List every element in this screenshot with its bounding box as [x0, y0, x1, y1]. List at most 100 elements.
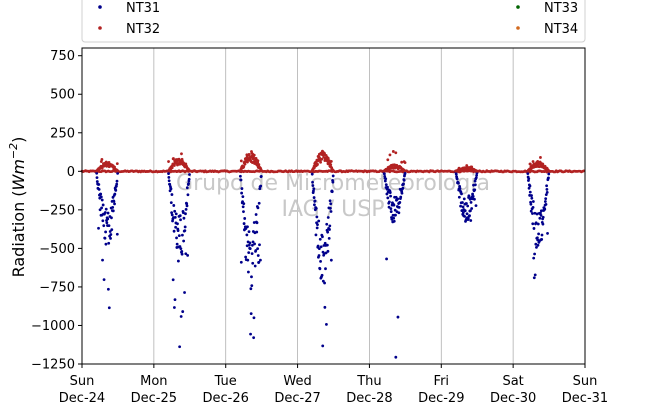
nt31-point: [104, 242, 108, 246]
nt31-point: [539, 211, 542, 215]
nt31-point: [248, 241, 252, 245]
nt31-point: [473, 179, 477, 183]
nt31-point: [257, 260, 261, 264]
nt31-point: [185, 186, 189, 190]
nt31-point: [186, 193, 190, 197]
x-tick-label-date: Dec-30: [490, 391, 536, 406]
nt31-point: [328, 224, 332, 228]
nt32-point: [547, 169, 551, 173]
nt31-point: [253, 242, 256, 246]
nt31-point: [104, 230, 108, 234]
legend-label: NT34: [544, 22, 578, 37]
nt31-point: [320, 273, 324, 277]
nt31-point: [321, 344, 325, 348]
nt31-point: [535, 212, 539, 216]
y-tick-label: −500: [39, 242, 75, 257]
nt32-point: [403, 161, 407, 165]
nt31-point: [469, 219, 473, 222]
nt31-point: [252, 221, 256, 224]
nt31-point: [396, 315, 400, 319]
nt31-point: [392, 203, 396, 207]
nt31-point: [108, 230, 112, 233]
nt31-point: [176, 259, 180, 263]
x-tick-label-day: Sat: [502, 374, 523, 389]
nt31-point: [242, 210, 245, 214]
nt31-point: [467, 194, 471, 198]
nt31-point: [179, 247, 183, 251]
nt31-point: [185, 204, 189, 208]
nt32-point: [388, 153, 392, 157]
nt31-point: [528, 190, 532, 194]
x-tick-label-day: Thu: [356, 374, 381, 389]
nt31-point: [183, 291, 186, 294]
nt32-point: [172, 157, 175, 160]
nt31-point: [544, 202, 548, 206]
nt32-point: [316, 162, 319, 166]
legend-box: [81, 0, 586, 43]
nt31-point: [110, 228, 114, 232]
nt31-point: [250, 275, 253, 279]
y-tick-label: 250: [50, 126, 75, 141]
nt31-point: [329, 210, 333, 213]
nt31-point: [318, 267, 322, 271]
nt31-point: [455, 177, 459, 181]
nt32-point: [115, 162, 119, 166]
nt31-point: [171, 219, 174, 223]
grid-layer: [153, 48, 514, 364]
nt31-point: [186, 253, 190, 257]
nt31-point: [242, 222, 246, 225]
nt31-point: [331, 174, 335, 178]
nt31-point: [531, 212, 534, 215]
nt31-point: [474, 204, 478, 208]
nt31-point: [106, 287, 110, 291]
y-axis: 750 500 250 0 −250 −500 −750 −1000 −1250: [31, 49, 82, 373]
nt31-point: [174, 225, 178, 229]
nt31-point: [173, 298, 177, 302]
nt31-point: [544, 193, 548, 196]
nt31-point: [112, 199, 116, 203]
nt32-point: [326, 156, 330, 160]
nt32-point: [531, 160, 535, 163]
nt31-point: [475, 174, 478, 177]
nt31-point: [534, 221, 538, 225]
nt31-point: [397, 205, 401, 209]
watermark-line-2: IAG / USP: [282, 197, 385, 222]
nt31-point: [107, 306, 111, 310]
nt31-point: [547, 176, 550, 180]
nt31-point: [317, 254, 321, 257]
nt31-point: [473, 188, 477, 192]
nt32-point: [99, 160, 103, 163]
legend-marker: [98, 26, 102, 30]
nt31-point: [250, 252, 254, 256]
nt31-point: [114, 188, 118, 192]
nt31-point: [466, 204, 470, 208]
nt31-point: [167, 179, 171, 183]
nt31-point: [532, 227, 536, 230]
nt31-point: [171, 278, 175, 282]
nt31-point: [244, 255, 248, 259]
y-tick-label: −250: [39, 203, 75, 218]
nt31-point: [326, 249, 330, 253]
nt31-point: [402, 178, 406, 182]
nt31-point: [535, 245, 538, 249]
nt31-point: [242, 202, 246, 205]
nt31-point: [107, 241, 111, 245]
nt31-point: [329, 206, 332, 210]
nt31-point: [384, 177, 388, 181]
nt31-point: [325, 243, 329, 247]
nt31-point: [110, 216, 113, 220]
y-tick-label: −750: [39, 280, 75, 295]
nt31-point: [399, 195, 403, 199]
nt31-point: [177, 234, 181, 238]
nt32-point: [394, 151, 398, 155]
nt32-point: [180, 152, 183, 156]
nt31-point: [175, 236, 178, 240]
nt31-point: [102, 224, 106, 228]
nt31-point: [324, 251, 328, 255]
nt31-point: [181, 211, 185, 215]
nt31-point: [527, 177, 531, 181]
nt32-point: [239, 159, 243, 163]
nt31-point: [394, 355, 398, 359]
nt31-point: [315, 226, 319, 230]
nt31-point: [106, 217, 110, 221]
